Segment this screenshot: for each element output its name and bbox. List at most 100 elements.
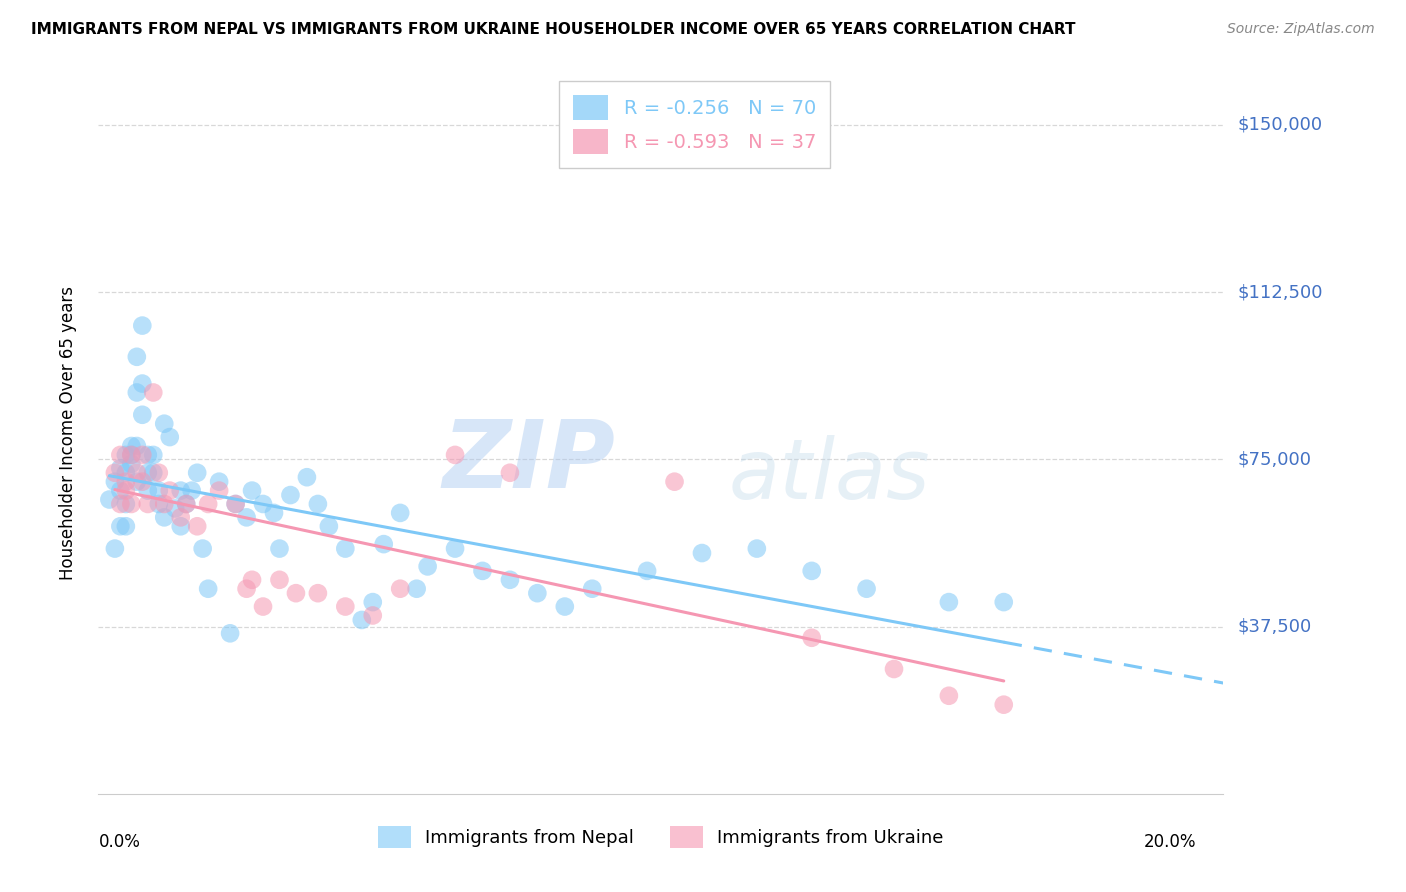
Point xyxy=(554,599,576,614)
Point xyxy=(186,466,208,480)
Point xyxy=(284,586,307,600)
Point xyxy=(373,537,395,551)
Point xyxy=(225,497,247,511)
Point xyxy=(252,497,274,511)
Point xyxy=(636,564,658,578)
Point xyxy=(120,448,142,462)
Text: $150,000: $150,000 xyxy=(1237,116,1322,134)
Point xyxy=(110,497,132,511)
Point xyxy=(225,497,247,511)
Point xyxy=(800,564,823,578)
Point xyxy=(526,586,548,600)
Point xyxy=(110,461,132,475)
Point xyxy=(142,385,165,400)
Point xyxy=(800,631,823,645)
Point xyxy=(664,475,686,489)
Point xyxy=(263,506,285,520)
Point xyxy=(191,541,214,556)
Point xyxy=(295,470,318,484)
Point xyxy=(115,519,138,533)
Point xyxy=(136,483,159,498)
Point xyxy=(170,519,193,533)
Point xyxy=(416,559,439,574)
Text: atlas: atlas xyxy=(728,435,929,516)
Point xyxy=(252,599,274,614)
Point xyxy=(125,475,148,489)
Point xyxy=(240,573,263,587)
Point xyxy=(148,497,170,511)
Point xyxy=(405,582,427,596)
Point xyxy=(136,448,159,462)
Point xyxy=(335,599,357,614)
Point xyxy=(745,541,768,556)
Point xyxy=(180,483,202,498)
Point xyxy=(120,439,142,453)
Point xyxy=(174,497,197,511)
Point xyxy=(131,448,153,462)
Point xyxy=(110,519,132,533)
Point xyxy=(115,497,138,511)
Point xyxy=(125,350,148,364)
Text: 0.0%: 0.0% xyxy=(98,833,141,851)
Point xyxy=(938,689,960,703)
Point xyxy=(136,466,159,480)
Point xyxy=(361,608,384,623)
Point xyxy=(690,546,713,560)
Point xyxy=(148,483,170,498)
Point xyxy=(335,541,357,556)
Text: $75,000: $75,000 xyxy=(1237,450,1312,468)
Point xyxy=(581,582,603,596)
Point xyxy=(389,582,412,596)
Point xyxy=(131,318,153,333)
Point xyxy=(120,448,142,462)
Point xyxy=(153,417,176,431)
Point xyxy=(938,595,960,609)
Point xyxy=(235,510,257,524)
Point xyxy=(174,497,197,511)
Point xyxy=(269,541,291,556)
Point xyxy=(197,497,219,511)
Point xyxy=(131,475,153,489)
Point xyxy=(115,448,138,462)
Y-axis label: Householder Income Over 65 years: Householder Income Over 65 years xyxy=(59,285,77,580)
Point xyxy=(444,448,467,462)
Text: IMMIGRANTS FROM NEPAL VS IMMIGRANTS FROM UKRAINE HOUSEHOLDER INCOME OVER 65 YEAR: IMMIGRANTS FROM NEPAL VS IMMIGRANTS FROM… xyxy=(31,22,1076,37)
Point xyxy=(125,439,148,453)
Point xyxy=(350,613,373,627)
Text: 20.0%: 20.0% xyxy=(1143,833,1195,851)
Point xyxy=(159,483,181,498)
Point xyxy=(110,483,132,498)
Point xyxy=(115,466,138,480)
Point xyxy=(115,483,138,498)
Point xyxy=(131,376,153,391)
Point xyxy=(153,497,176,511)
Point xyxy=(186,519,208,533)
Point xyxy=(499,573,522,587)
Point xyxy=(993,698,1015,712)
Point xyxy=(235,582,257,596)
Point xyxy=(855,582,877,596)
Point xyxy=(219,626,242,640)
Point xyxy=(883,662,905,676)
Text: ZIP: ZIP xyxy=(443,416,616,508)
Point xyxy=(142,448,165,462)
Point xyxy=(98,492,121,507)
Point xyxy=(131,408,153,422)
Legend: Immigrants from Nepal, Immigrants from Ukraine: Immigrants from Nepal, Immigrants from U… xyxy=(370,817,952,857)
Text: $37,500: $37,500 xyxy=(1237,617,1312,636)
Point xyxy=(110,448,132,462)
Text: $112,500: $112,500 xyxy=(1237,283,1323,301)
Point xyxy=(444,541,467,556)
Point xyxy=(148,466,170,480)
Point xyxy=(280,488,302,502)
Point xyxy=(307,586,329,600)
Point xyxy=(142,466,165,480)
Point xyxy=(104,475,127,489)
Point xyxy=(240,483,263,498)
Point xyxy=(208,475,231,489)
Point xyxy=(115,475,138,489)
Point xyxy=(269,573,291,587)
Point xyxy=(125,385,148,400)
Point xyxy=(170,510,193,524)
Point xyxy=(170,483,193,498)
